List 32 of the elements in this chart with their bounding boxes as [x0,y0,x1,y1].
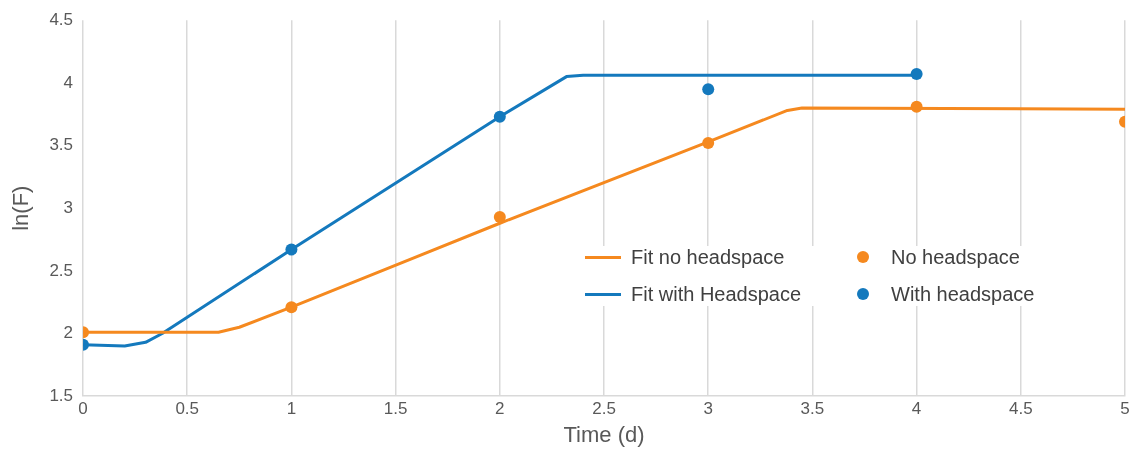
x-tick-label: 1.5 [383,399,408,419]
x-tick-label: 4.5 [1008,399,1033,419]
x-tick-label: 1 [286,399,297,419]
x-tick-label: 4 [911,399,922,419]
point [285,301,298,314]
x-tick-label: 3 [703,399,713,419]
x-tick-label: 5 [1120,399,1130,419]
y-tick-label: 1.5 [49,385,74,405]
x-tick-label: 3.5 [800,399,825,419]
y-tick-label: 4.5 [49,9,74,29]
x-axis-title: Time (d) [563,421,645,447]
point [910,100,923,113]
legend-label: With headspace [891,282,1035,306]
x-tick-label: 0.5 [175,399,200,419]
point [493,210,506,223]
legend-label: Fit no headspace [631,245,785,269]
x-tick-label: 2.5 [592,399,616,419]
legend-label: Fit with Headspace [631,282,802,306]
x-tick-label: 0 [78,399,88,419]
y-axis-title: ln(F) [8,185,34,231]
point [702,137,715,150]
y-tick-label: 2.5 [49,260,74,280]
y-tick-label: 3.5 [49,135,74,155]
point [493,110,506,123]
point [910,68,923,81]
legend-label: No headspace [891,245,1020,269]
x-tick-label: 2 [495,399,505,419]
y-tick-label: 4 [63,72,74,92]
y-tick-label: 3 [63,197,74,217]
y-tick-label: 2 [63,323,74,343]
point [702,83,715,96]
point [285,243,298,256]
